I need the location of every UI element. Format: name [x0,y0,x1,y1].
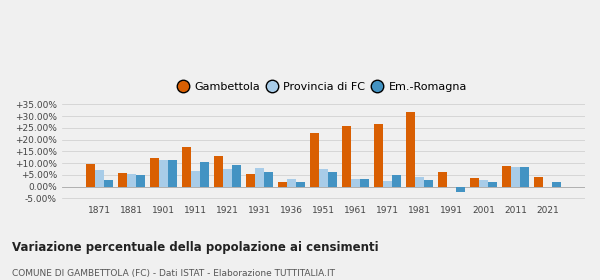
Bar [278,182,287,187]
Bar [95,170,104,187]
Bar [136,175,145,187]
Bar [255,168,264,187]
Bar [191,171,200,187]
Bar [182,147,191,187]
Bar [383,181,392,187]
Bar [374,124,383,187]
Bar [246,174,255,187]
Bar [150,158,159,187]
Bar [456,187,465,192]
Bar [479,180,488,187]
Bar [127,174,136,187]
Bar [342,126,351,187]
Bar [424,180,433,187]
Bar [159,160,167,187]
Bar [360,179,369,187]
Bar [438,172,447,187]
Bar [328,172,337,187]
Bar [552,183,561,187]
Bar [502,165,511,187]
Bar [520,167,529,187]
Bar [287,179,296,187]
Bar [511,167,520,187]
Bar [351,179,360,187]
Bar [296,182,305,187]
Bar [392,175,401,187]
Bar [535,177,543,187]
Legend: Gambettola, Provincia di FC, Em.-Romagna: Gambettola, Provincia di FC, Em.-Romagna [176,78,470,95]
Bar [214,156,223,187]
Text: COMUNE DI GAMBETTOLA (FC) - Dati ISTAT - Elaborazione TUTTITALIA.IT: COMUNE DI GAMBETTOLA (FC) - Dati ISTAT -… [12,269,335,278]
Bar [470,178,479,187]
Text: Variazione percentuale della popolazione ai censimenti: Variazione percentuale della popolazione… [12,241,379,254]
Bar [200,162,209,187]
Bar [264,172,273,187]
Bar [406,111,415,187]
Bar [167,160,176,187]
Bar [232,165,241,187]
Bar [415,177,424,187]
Bar [488,183,497,187]
Bar [319,169,328,187]
Bar [104,180,113,187]
Bar [86,164,95,187]
Bar [118,172,127,187]
Bar [223,169,232,187]
Bar [310,133,319,187]
